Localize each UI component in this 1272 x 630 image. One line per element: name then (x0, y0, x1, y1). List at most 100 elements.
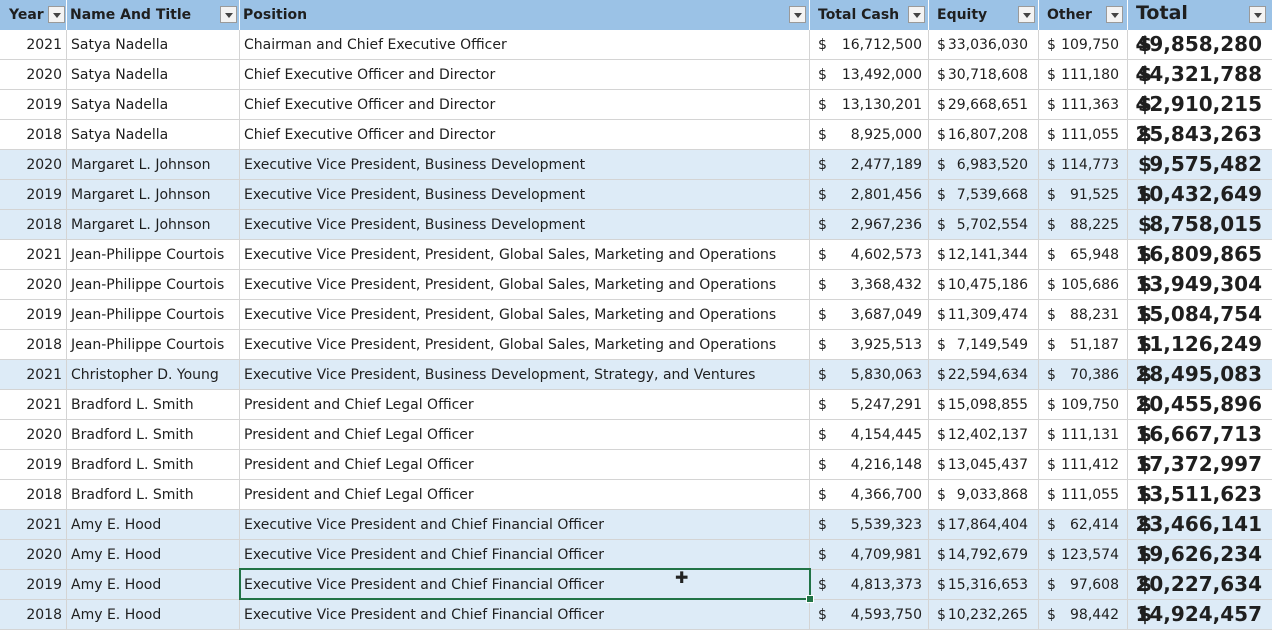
table-row[interactable]: 2019 Satya Nadella Chief Executive Officer… (0, 90, 1272, 120)
cell-other[interactable]: $70,386 (1039, 360, 1128, 390)
cell-equity[interactable]: $14,792,679 (929, 540, 1039, 570)
cell-cash[interactable]: $13,492,000 (810, 60, 929, 90)
cell-total[interactable]: $19,626,234 (1128, 540, 1272, 570)
cell-name[interactable]: Amy E. Hood (67, 540, 240, 570)
cell-name[interactable]: Jean-Philippe Courtois (67, 240, 240, 270)
table-row[interactable]: 2018 Margaret L. Johnson Executive Vice Pr… (0, 210, 1272, 240)
cell-other[interactable]: $111,055 (1039, 120, 1128, 150)
cell-equity[interactable]: $16,807,208 (929, 120, 1039, 150)
cell-total[interactable]: $20,227,634 (1128, 570, 1272, 600)
cell-position[interactable]: President and Chief Legal Officer (240, 390, 810, 420)
cell-year[interactable]: 2021 (6, 30, 67, 60)
table-row[interactable]: 2018 Amy E. Hood Executive Vice President … (0, 600, 1272, 630)
cell-name[interactable]: Jean-Philippe Courtois (67, 270, 240, 300)
table-row[interactable]: 2018 Satya Nadella Chief Executive Officer… (0, 120, 1272, 150)
cell-year[interactable]: 2019 (6, 90, 67, 120)
cell-name[interactable]: Amy E. Hood (67, 600, 240, 630)
cell-cash[interactable]: $16,712,500 (810, 30, 929, 60)
header-other[interactable]: Other (1039, 0, 1128, 30)
cell-cash[interactable]: $2,477,189 (810, 150, 929, 180)
table-row[interactable]: 2019 Jean-Philippe Courtois Executive Vice… (0, 300, 1272, 330)
cell-position[interactable]: Executive Vice President, Business Devel… (240, 180, 810, 210)
cell-position[interactable]: Executive Vice President and Chief Finan… (240, 600, 810, 630)
table-row[interactable]: 2021 Amy E. Hood Executive Vice President … (0, 510, 1272, 540)
cell-year[interactable]: 2018 (6, 600, 67, 630)
cell-total[interactable]: $13,949,304 (1128, 270, 1272, 300)
cell-total[interactable]: $11,126,249 (1128, 330, 1272, 360)
header-total-cash[interactable]: Total Cash (810, 0, 929, 30)
cell-total[interactable]: $13,511,623 (1128, 480, 1272, 510)
cell-cash[interactable]: $2,801,456 (810, 180, 929, 210)
cell-name[interactable]: Bradford L. Smith (67, 390, 240, 420)
cell-other[interactable]: $109,750 (1039, 30, 1128, 60)
cell-cash[interactable]: $4,216,148 (810, 450, 929, 480)
cell-name[interactable]: Margaret L. Johnson (67, 150, 240, 180)
table-row[interactable]: 2020 Satya Nadella Chief Executive Officer… (0, 60, 1272, 90)
cell-year[interactable]: 2020 (6, 150, 67, 180)
cell-total[interactable]: $44,321,788 (1128, 60, 1272, 90)
cell-position[interactable]: Executive Vice President, Business Devel… (240, 210, 810, 240)
cell-year[interactable]: 2019 (6, 450, 67, 480)
cell-year[interactable]: 2020 (6, 60, 67, 90)
cell-position[interactable]: President and Chief Legal Officer (240, 480, 810, 510)
cell-position[interactable]: Executive Vice President, Business Devel… (240, 150, 810, 180)
cell-year[interactable]: 2019 (6, 570, 67, 600)
cell-position[interactable]: Chief Executive Officer and Director (240, 90, 810, 120)
cell-cash[interactable]: $5,539,323 (810, 510, 929, 540)
cell-name[interactable]: Bradford L. Smith (67, 450, 240, 480)
cell-cash[interactable]: $4,602,573 (810, 240, 929, 270)
filter-dropdown-icon[interactable] (48, 6, 65, 23)
header-equity[interactable]: Equity (929, 0, 1039, 30)
cell-equity[interactable]: $30,718,608 (929, 60, 1039, 90)
cell-other[interactable]: $88,231 (1039, 300, 1128, 330)
table-row[interactable]: 2019 Amy E. Hood Executive Vice President … (0, 570, 1272, 600)
cell-position[interactable]: Executive Vice President, Business Devel… (240, 360, 810, 390)
cell-year[interactable]: 2021 (6, 240, 67, 270)
table-row[interactable]: 2020 Amy E. Hood Executive Vice President … (0, 540, 1272, 570)
cell-other[interactable]: $111,055 (1039, 480, 1128, 510)
cell-total[interactable]: $23,466,141 (1128, 510, 1272, 540)
table-row[interactable]: 2020 Bradford L. Smith President and Chief… (0, 420, 1272, 450)
cell-name[interactable]: Satya Nadella (67, 30, 240, 60)
cell-cash[interactable]: $5,247,291 (810, 390, 929, 420)
cell-year[interactable]: 2020 (6, 270, 67, 300)
cell-other[interactable]: $51,187 (1039, 330, 1128, 360)
cell-position[interactable]: Executive Vice President, President, Glo… (240, 300, 810, 330)
cell-total[interactable]: $10,432,649 (1128, 180, 1272, 210)
cell-other[interactable]: $111,131 (1039, 420, 1128, 450)
cell-cash[interactable]: $3,687,049 (810, 300, 929, 330)
cell-position[interactable]: Chief Executive Officer and Director (240, 120, 810, 150)
filter-dropdown-icon[interactable] (1249, 6, 1266, 23)
cell-cash[interactable]: $4,154,445 (810, 420, 929, 450)
cell-cash[interactable]: $4,813,373 (810, 570, 929, 600)
cell-year[interactable]: 2021 (6, 510, 67, 540)
cell-position[interactable]: Executive Vice President, President, Glo… (240, 330, 810, 360)
cell-position[interactable]: Chairman and Chief Executive Officer (240, 30, 810, 60)
table-row[interactable]: 2020 Jean-Philippe Courtois Executive Vice… (0, 270, 1272, 300)
cell-year[interactable]: 2018 (6, 120, 67, 150)
cell-total[interactable]: $9,575,482 (1128, 150, 1272, 180)
cell-cash[interactable]: $4,593,750 (810, 600, 929, 630)
cell-other[interactable]: $98,442 (1039, 600, 1128, 630)
cell-total[interactable]: $49,858,280 (1128, 30, 1272, 60)
cell-name[interactable]: Satya Nadella (67, 120, 240, 150)
cell-position[interactable]: President and Chief Legal Officer (240, 450, 810, 480)
cell-position[interactable]: Chief Executive Officer and Director (240, 60, 810, 90)
table-row[interactable]: 2018 Jean-Philippe Courtois Executive Vice… (0, 330, 1272, 360)
cell-cash[interactable]: $4,709,981 (810, 540, 929, 570)
cell-total[interactable]: $25,843,263 (1128, 120, 1272, 150)
cell-name[interactable]: Margaret L. Johnson (67, 210, 240, 240)
table-row[interactable]: 2019 Margaret L. Johnson Executive Vice Pr… (0, 180, 1272, 210)
cell-year[interactable]: 2019 (6, 300, 67, 330)
cell-cash[interactable]: $4,366,700 (810, 480, 929, 510)
cell-equity[interactable]: $12,402,137 (929, 420, 1039, 450)
cell-equity[interactable]: $15,316,653 (929, 570, 1039, 600)
cell-total[interactable]: $14,924,457 (1128, 600, 1272, 630)
filter-dropdown-icon[interactable] (220, 6, 237, 23)
table-row[interactable]: 2021 Satya Nadella Chairman and Chief Exec… (0, 30, 1272, 60)
cell-position[interactable]: President and Chief Legal Officer (240, 420, 810, 450)
cell-cash[interactable]: $8,925,000 (810, 120, 929, 150)
cell-equity[interactable]: $11,309,474 (929, 300, 1039, 330)
cell-cash[interactable]: $3,368,432 (810, 270, 929, 300)
cell-equity[interactable]: $10,475,186 (929, 270, 1039, 300)
